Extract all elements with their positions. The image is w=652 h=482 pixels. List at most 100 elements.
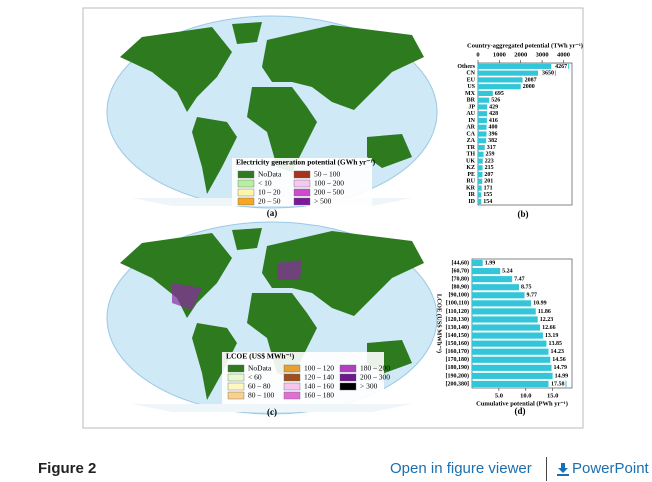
value-label: 8.75 <box>521 285 532 291</box>
bar <box>472 348 549 355</box>
x-tick-label: 3000 <box>536 51 549 58</box>
bar <box>472 324 541 331</box>
bar <box>478 172 483 178</box>
viewer-link[interactable]: Open in figure viewer <box>390 460 532 477</box>
y-tick-label: KZ <box>466 165 475 171</box>
y-tick-label: Others <box>457 64 475 70</box>
value-label: 13.85 <box>548 341 562 347</box>
value-label: 12.66 <box>542 325 556 331</box>
legend-label: NoData <box>258 170 282 179</box>
bar <box>478 192 482 198</box>
panel-label: (a) <box>267 208 278 218</box>
legend-label: 100 – 120 <box>304 364 334 373</box>
value-label: 9.77 <box>527 293 538 299</box>
y-tick-label: ID <box>468 199 475 205</box>
y-tick-label: [100,110) <box>446 300 469 307</box>
legend-label: 50 – 100 <box>314 170 341 179</box>
bar <box>472 308 536 315</box>
bar <box>478 158 483 164</box>
legend-label: 200 – 500 <box>314 188 344 197</box>
value-label-bg <box>548 380 566 388</box>
value-label: 13.19 <box>545 333 559 339</box>
legend-label: < 60 <box>248 373 262 382</box>
legend-swatch <box>237 197 255 206</box>
y-tick-label: UK <box>466 158 475 164</box>
value-label: 317 <box>487 145 496 151</box>
value-label: 154 <box>483 199 492 205</box>
value-label: 526 <box>491 98 500 104</box>
legend-label: 20 – 50 <box>258 197 281 206</box>
bar <box>478 165 483 171</box>
legend-box <box>222 352 384 404</box>
value-label: 201 <box>484 179 493 185</box>
y-tick-label: [80,90) <box>452 284 470 291</box>
legend-swatch <box>227 382 245 391</box>
value-label: 207 <box>484 172 493 178</box>
legend-swatch <box>237 188 255 197</box>
value-label: 11.86 <box>538 309 551 315</box>
x-tick-label: 0 <box>476 51 479 58</box>
value-label: 5.24 <box>502 268 513 274</box>
bar <box>478 117 487 124</box>
bar <box>478 84 521 90</box>
x-tick-label: 10.0 <box>520 392 531 399</box>
y-tick-label: PE <box>467 172 475 178</box>
legend-label: > 500 <box>314 197 332 206</box>
y-tick-label: [130,140) <box>446 324 470 331</box>
value-label: 259 <box>486 152 495 158</box>
bar <box>472 259 483 267</box>
y-tick-label: CN <box>466 71 475 77</box>
y-tick-label: ZA <box>467 138 476 144</box>
value-label: 3650 <box>542 71 554 77</box>
value-label: 155 <box>483 192 492 198</box>
legend-swatch <box>339 382 357 391</box>
y-tick-label: EU <box>467 77 476 83</box>
legend-swatch <box>339 364 357 373</box>
y-tick-label: IN <box>468 118 475 124</box>
plot-frame <box>471 258 573 389</box>
bar <box>472 316 538 323</box>
bar <box>478 131 487 137</box>
y-tick-label: [120,130) <box>446 316 470 323</box>
y-tick-label: KR <box>466 185 476 191</box>
y-tick-label: [110,120) <box>446 308 469 315</box>
y-axis-label: LCOE (US$ MWh⁻¹) <box>436 294 443 353</box>
legend-swatch <box>227 373 245 382</box>
y-tick-label: [150,160) <box>446 340 470 347</box>
value-label: 14.99 <box>555 373 569 379</box>
y-tick-label: [60,70) <box>452 267 470 274</box>
y-tick-label: TH <box>466 152 475 158</box>
bar <box>472 340 547 347</box>
legend-label: 60 – 80 <box>248 382 271 391</box>
legend-swatch <box>283 364 301 373</box>
x-tick-label: 2000 <box>514 51 527 58</box>
x-tick-label: 5.0 <box>495 392 503 399</box>
download-link[interactable]: PowerPoint <box>572 460 649 477</box>
legend-label: 10 – 20 <box>258 188 281 197</box>
bar <box>478 63 570 69</box>
bar <box>478 111 488 117</box>
bar <box>472 356 551 363</box>
y-tick-label: [170,180) <box>446 356 470 363</box>
bar <box>478 144 485 151</box>
bar <box>472 380 567 388</box>
value-label: 416 <box>489 118 498 124</box>
y-tick-label: US <box>467 84 475 90</box>
y-tick-label: CA <box>466 131 475 137</box>
value-label: 428 <box>489 111 498 117</box>
bar <box>478 104 488 110</box>
value-label: 382 <box>488 138 497 144</box>
value-label: 14.56 <box>552 357 566 363</box>
bar <box>478 124 487 130</box>
y-tick-label: AU <box>466 111 475 117</box>
bar <box>478 70 556 76</box>
value-label: 396 <box>488 131 497 137</box>
y-tick-label: [44,60) <box>452 259 470 266</box>
legend-label: NoData <box>248 364 272 373</box>
legend-label: > 300 <box>360 382 378 391</box>
download-icon[interactable] <box>556 462 570 476</box>
legend-label: 120 – 140 <box>304 373 334 382</box>
panel-label: (c) <box>267 407 277 417</box>
bar <box>478 90 493 96</box>
legend-label: 100 – 200 <box>314 179 344 188</box>
